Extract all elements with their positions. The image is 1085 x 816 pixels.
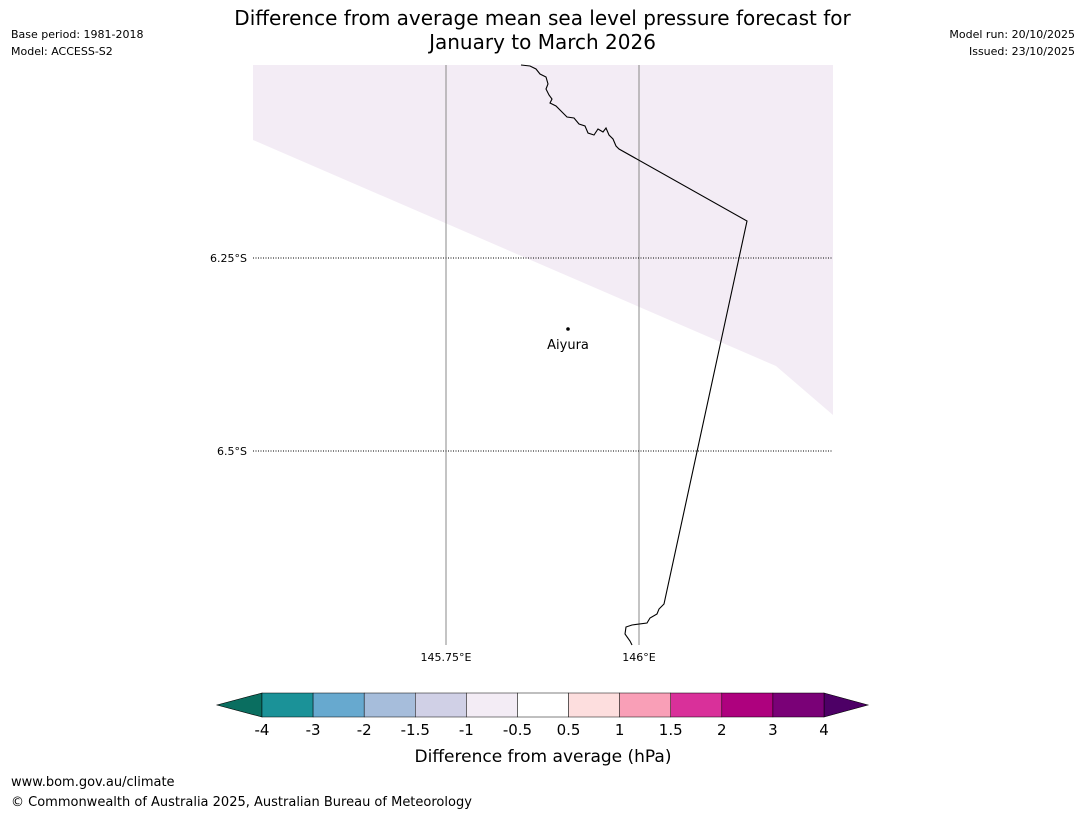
lon-label-146: 146°E <box>622 651 655 664</box>
meta-left: Base period: 1981-2018 Model: ACCESS-S2 <box>11 26 143 60</box>
footer-url: www.bom.gov.au/climate <box>11 775 175 790</box>
colorbar-label: Difference from average (hPa) <box>415 747 672 767</box>
coastline <box>520 64 748 646</box>
colorbar-tick-label: 1 <box>615 721 625 739</box>
colorbar-tick-label: -0.5 <box>503 721 532 739</box>
title-line-1: Difference from average mean sea level p… <box>234 6 851 30</box>
colorbar-tick-label: -1 <box>459 721 474 739</box>
model-name: Model: ACCESS-S2 <box>11 45 113 58</box>
colorbar-bin <box>670 692 723 718</box>
base-period: Base period: 1981-2018 <box>11 28 144 41</box>
title-line-2: January to March 2026 <box>429 30 656 54</box>
colorbar-bin <box>261 692 314 718</box>
colorbar-bin <box>568 692 620 718</box>
chart-title: Difference from average mean sea level p… <box>0 6 1085 54</box>
issued-date: Issued: 23/10/2025 <box>968 45 1075 58</box>
colorbar-tick-label: -2 <box>357 721 372 739</box>
footer-copyright: © Commonwealth of Australia 2025, Austra… <box>11 795 472 810</box>
aiyura-marker <box>566 327 570 331</box>
colorbar-tick-label: 3 <box>768 721 778 739</box>
colorbar-bin <box>312 692 365 718</box>
colorbar-tick-label: 0.5 <box>557 721 581 739</box>
colorbar-under-arrow <box>215 692 263 718</box>
colorbar-bin <box>517 692 569 718</box>
lat-label-6-5: 6.5°S <box>217 445 247 458</box>
lat-label-6-25: 6.25°S <box>210 252 247 265</box>
colorbar-tick-label: -3 <box>306 721 321 739</box>
meta-right: Model run: 20/10/2025 Issued: 23/10/2025 <box>949 26 1075 60</box>
colorbar-tick-label: -4 <box>255 721 270 739</box>
colorbar-bin <box>619 692 671 718</box>
colorbar-bin <box>721 692 774 718</box>
colorbar-tick-label: -1.5 <box>401 721 430 739</box>
colorbar: -4 -3 -2 -1.5 -1 -0.5 0.5 1 1.5 2 3 4 Difference fr… <box>215 692 870 767</box>
colorbar-tick-label: 1.5 <box>659 721 683 739</box>
lon-label-145-75: 145.75°E <box>421 651 472 664</box>
colorbar-bin <box>363 692 416 718</box>
colorbar-bin <box>466 692 518 718</box>
colorbar-tick-label: 2 <box>717 721 727 739</box>
colorbar-ticks: -4 -3 -2 -1.5 -1 -0.5 0.5 1 1.5 2 3 4 <box>255 721 829 739</box>
colorbar-bins <box>261 692 825 718</box>
place-label-aiyura: Aiyura <box>547 338 589 353</box>
colorbar-over-arrow <box>823 692 870 718</box>
colorbar-bin <box>415 692 467 718</box>
anomaly-shaded-region <box>253 65 833 415</box>
colorbar-tick-label: 4 <box>819 721 829 739</box>
colorbar-bin <box>772 692 825 718</box>
model-run: Model run: 20/10/2025 <box>949 28 1075 41</box>
map-panel: Aiyura 6.25°S 6.5°S 145.75°E 146°E <box>210 64 833 664</box>
